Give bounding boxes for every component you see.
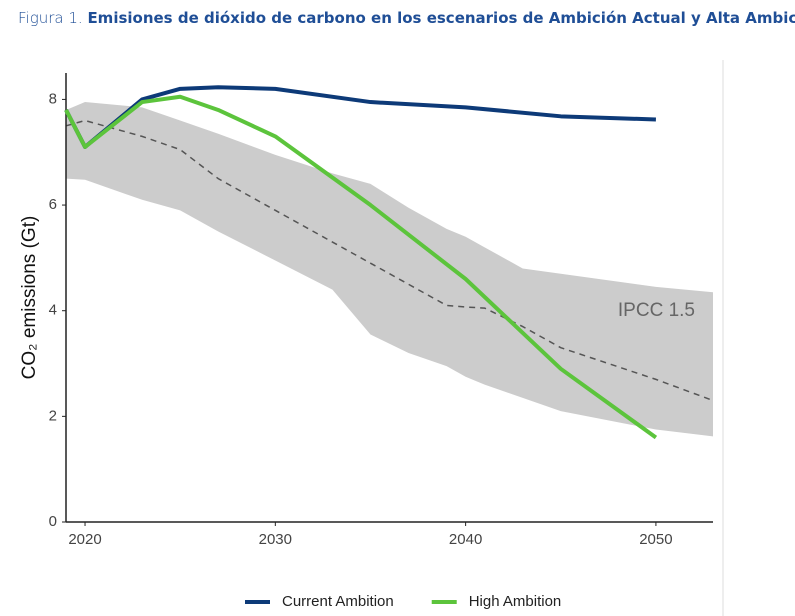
ipcc-median bbox=[65, 119, 714, 402]
x-tick-label: 2040 bbox=[449, 531, 482, 548]
figure-label: Figura 1. bbox=[18, 9, 83, 27]
chart-title: Emisiones de dióxido de carbono en los e… bbox=[87, 9, 795, 27]
x-tick-label: 2050 bbox=[639, 531, 672, 548]
ipcc-band bbox=[66, 102, 713, 437]
y-tick-label: 4 bbox=[49, 302, 57, 319]
chart-title-group: Figura 1. Emisiones de dióxido de carbon… bbox=[18, 9, 795, 27]
series-line bbox=[64, 94, 658, 440]
x-tick-label: 2030 bbox=[259, 531, 292, 548]
y-axis-label: CO₂ emissions (Gt) bbox=[19, 216, 40, 380]
x-tick-label: 2020 bbox=[68, 531, 101, 548]
legend-label: High Ambition bbox=[469, 593, 562, 610]
legend-label: Current Ambition bbox=[282, 593, 394, 610]
y-tick-label: 0 bbox=[49, 513, 57, 530]
band-label: IPCC 1.5 bbox=[618, 300, 695, 321]
y-tick-label: 6 bbox=[49, 196, 57, 213]
y-tick-label: 2 bbox=[49, 407, 57, 424]
y-tick-label: 8 bbox=[49, 90, 57, 107]
